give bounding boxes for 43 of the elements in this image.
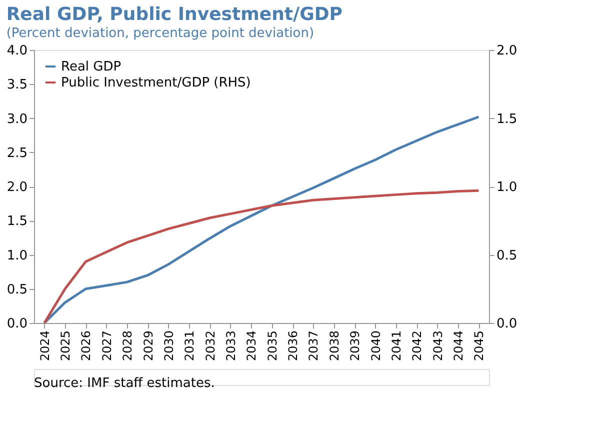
x-tick-label: 2036 <box>286 330 300 362</box>
x-tick-label: 2030 <box>162 330 176 362</box>
x-tick-label: 2035 <box>265 330 280 362</box>
y-tick-label: 4.0 <box>6 44 28 58</box>
line-series <box>43 116 480 324</box>
x-tick-label: 2029 <box>141 330 156 362</box>
y2-tick-label: 0.0 <box>496 316 518 332</box>
x-tick-label: 2039 <box>348 330 362 362</box>
x-tick-label: 2031 <box>182 330 197 362</box>
x-tick-label: 2026 <box>79 330 94 362</box>
y-tick-label: 0.5 <box>6 282 28 298</box>
legend-label: Real GDP <box>61 60 122 74</box>
x-tick-label: 2042 <box>410 330 424 362</box>
y-tick-label: 0.0 <box>6 316 28 332</box>
y-tick-label: 3.5 <box>6 78 28 93</box>
y-tick-label: 1.5 <box>6 214 28 230</box>
y2-tick-label: 1.0 <box>496 180 518 195</box>
chart-subtitle: (Percent deviation, percentage point deviation) <box>6 26 314 41</box>
chart-title: Real GDP, Public Investment/GDP <box>6 4 342 25</box>
x-tick-label: 2037 <box>306 330 321 362</box>
legend-label: Public Investment/GDP (RHS) <box>61 76 251 90</box>
y2-tick-label: 1.5 <box>496 112 518 127</box>
x-tick-label: 2032 <box>203 330 218 362</box>
source-note: Source: IMF staff estimates. <box>34 376 215 391</box>
y-tick-label: 1.0 <box>6 248 28 264</box>
x-tick-label: 2038 <box>327 330 342 362</box>
x-tick-label: 2024 <box>38 330 52 362</box>
x-tick-label: 2041 <box>389 330 404 362</box>
y2-tick-label: 2.0 <box>496 44 518 58</box>
y2-tick-label: 0.5 <box>496 248 518 264</box>
x-tick-label: 2045 <box>472 330 486 362</box>
y-tick-label: 3.0 <box>6 112 28 127</box>
y-tick-label: 2.5 <box>6 146 28 161</box>
x-tick-label: 2034 <box>244 330 259 362</box>
x-tick-label: 2027 <box>100 330 114 362</box>
x-tick-label: 2028 <box>120 330 135 362</box>
y-tick-label: 2.0 <box>6 180 28 195</box>
x-tick-label: 2040 <box>368 330 383 362</box>
x-tick-label: 2033 <box>224 330 238 362</box>
x-tick-label: 2025 <box>58 330 73 362</box>
x-tick-label: 2044 <box>451 330 466 362</box>
line-series <box>43 189 480 324</box>
x-tick-label: 2043 <box>430 330 445 362</box>
